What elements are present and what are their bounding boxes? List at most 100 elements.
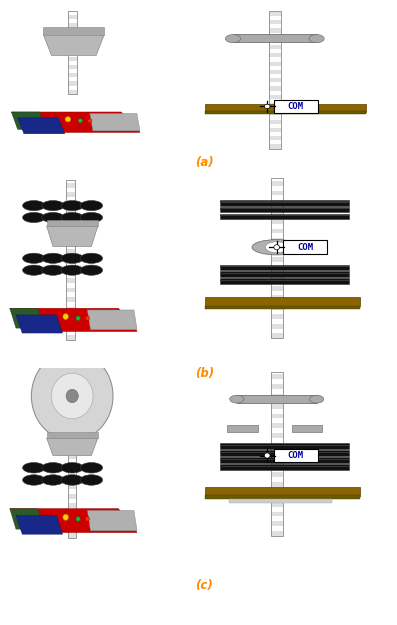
Bar [68,15,77,19]
Ellipse shape [42,201,64,211]
Bar [68,52,77,56]
Bar [269,70,281,74]
Bar [271,433,283,438]
Polygon shape [10,308,137,331]
Bar [220,450,349,456]
Bar [68,381,76,386]
Bar [68,11,77,15]
Circle shape [65,117,71,122]
Bar [271,379,283,384]
Bar [66,249,75,254]
Bar [271,243,283,248]
Bar [66,288,75,292]
Bar [271,178,283,338]
Bar [66,231,75,235]
Bar [68,386,76,391]
Bar [68,449,76,454]
Polygon shape [46,438,98,456]
Bar [66,278,75,282]
Bar [68,44,77,48]
Ellipse shape [61,201,83,211]
Bar [269,111,281,116]
Ellipse shape [61,475,83,485]
Bar [220,264,349,270]
Bar [66,297,75,302]
Bar [66,273,75,278]
Bar [271,452,283,458]
Bar [271,507,283,511]
Bar [269,32,281,37]
Bar [68,23,77,28]
Bar [220,207,349,212]
Bar [269,74,281,78]
Bar [271,281,283,286]
Bar [269,124,281,128]
Bar [204,104,366,112]
Polygon shape [16,315,63,333]
Bar [271,472,283,478]
Polygon shape [46,432,98,438]
Polygon shape [10,509,137,532]
Text: (a): (a) [195,156,214,169]
Bar [68,65,77,69]
Bar [68,401,76,406]
Ellipse shape [80,265,102,275]
Bar [269,99,281,103]
Bar [269,11,281,12]
Bar [68,469,76,474]
Bar [271,521,283,526]
Circle shape [78,119,83,122]
Text: COM: COM [288,102,304,111]
Bar [68,513,76,518]
Bar [271,482,283,487]
Bar [271,300,283,305]
Bar [271,258,283,262]
Bar [269,45,281,49]
Bar [68,459,76,464]
Bar [271,224,283,229]
Bar [66,183,75,188]
Bar [227,425,258,432]
Ellipse shape [23,462,45,473]
Polygon shape [46,226,98,246]
Bar [68,19,77,23]
Text: (b): (b) [195,368,214,380]
Bar [271,305,283,309]
Bar [269,103,281,107]
Circle shape [274,245,279,250]
Bar [271,238,283,243]
Bar [220,464,349,469]
Bar [220,443,349,449]
Ellipse shape [80,253,102,263]
Ellipse shape [61,265,83,275]
Bar [271,371,283,374]
Bar [68,474,76,479]
Bar [269,49,281,53]
Bar [271,492,283,497]
Bar [269,119,281,124]
Bar [68,454,76,459]
Circle shape [88,119,92,122]
Bar [68,56,77,61]
Ellipse shape [310,395,324,403]
Bar [68,373,76,376]
Bar [66,240,75,245]
Bar [68,440,76,444]
Bar [204,488,360,496]
Polygon shape [12,112,140,132]
Text: (c): (c) [196,579,213,592]
Bar [68,61,77,65]
Text: COM: COM [297,242,313,252]
Polygon shape [43,28,104,34]
Bar [271,248,283,252]
Bar [66,180,75,183]
Bar [271,186,283,191]
Bar [220,278,349,284]
Bar [271,468,283,472]
Bar [271,334,283,338]
Bar [269,140,281,144]
Bar [66,321,75,326]
Circle shape [264,104,270,109]
Bar [68,430,76,435]
Bar [271,262,283,267]
